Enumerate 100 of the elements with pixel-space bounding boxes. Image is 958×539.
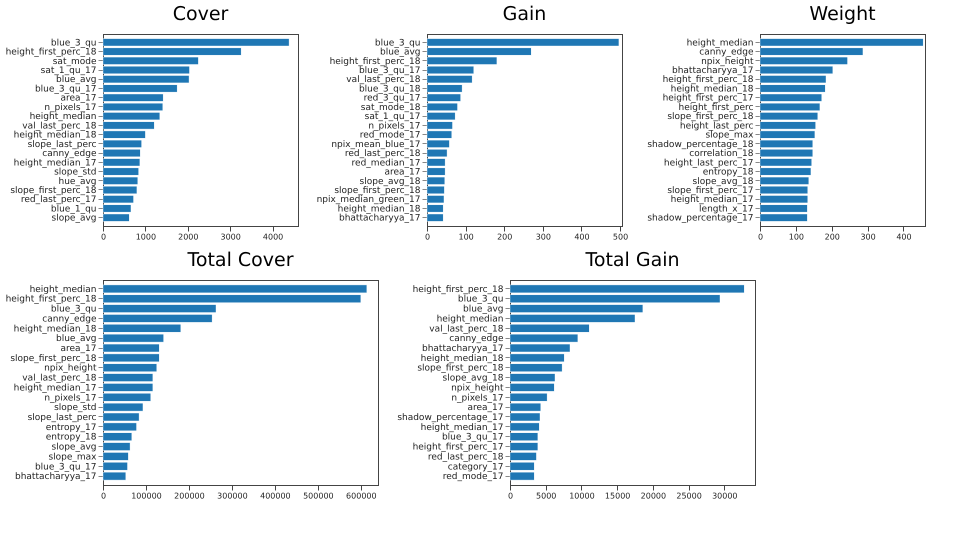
y-tick-label: slope_last_perc [28,412,97,423]
y-tick-label: blue_avg [56,334,96,344]
chart-title: Cover [172,3,229,25]
y-tick-label: area_17 [384,168,420,178]
x-tick-label: 30000 [712,492,738,500]
y-tick-label: bhattacharyya_17 [422,344,504,354]
y-tick-label: npix_height [451,383,504,394]
x-tick-label: 10000 [569,492,595,500]
chart-title: Gain [502,3,546,25]
y-tick-label: height_last_perc_17 [664,158,754,168]
y-tick-label: height_median [30,112,96,122]
y-tick-label: blue_3_qu_17 [442,432,504,443]
x-tick-label: 200000 [174,492,205,500]
y-tick-label: blue_3_qu_18 [358,84,421,94]
y-tick-label: npix_median_green_17 [316,195,420,206]
x-tick-label: 3000 [220,232,241,242]
y-tick-label: npix_height [44,364,97,374]
chart-title: Total Gain [584,249,680,271]
x-tick-label: 100 [458,232,474,242]
y-tick-label: height_first_perc_18 [6,294,97,305]
y-tick-label: red_last_perc_17 [20,195,96,206]
y-tick-label: canny_edge [699,48,754,58]
y-tick-label: length_x_17 [699,204,754,214]
y-tick-label: blue_3_qu [50,304,96,315]
x-tick-label: 0 [508,492,514,500]
y-tick-label: npix_mean_blue_17 [331,140,420,150]
y-tick-label: val_last_perc_18 [22,121,97,132]
y-tick-label: entropy_18 [702,168,754,178]
y-tick-label: shadow_percentage_18 [647,140,754,150]
y-tick-label: height_median_17 [14,158,96,168]
x-tick-label: 300000 [217,492,248,500]
y-tick-label: height_median_17 [670,195,754,206]
y-tick-label: height_median [686,38,754,48]
x-tick-label: 5000 [536,492,556,500]
y-tick-label: blue_3_qu [50,38,96,48]
y-tick-label: red_last_perc_18 [344,149,421,160]
y-tick-label: slope_avg_18 [442,374,504,384]
x-tick-label: 500000 [303,492,334,500]
y-tick-label: n_pixels_17 [368,121,420,132]
y-tick-label: slope_avg [52,214,96,224]
y-tick-label: slope_last_perc [28,140,97,150]
y-tick-label: height_first_perc_17 [412,442,504,453]
x-tick-label: 400000 [260,492,291,500]
y-tick-label: red_mode_17 [360,130,420,141]
x-tick-label: 0 [100,232,106,242]
y-tick-label: sat_mode_18 [360,102,421,113]
x-tick-label: 400 [574,232,590,242]
y-tick-label: height_median_18 [14,130,97,141]
y-tick-label: slope_first_perc_18 [417,364,504,374]
y-tick-label: sat_1_qu_17 [364,112,420,122]
y-tick-label: height_median [436,314,504,324]
y-tick-label: height_first_perc_18 [412,284,504,295]
y-tick-label: blue_avg [56,75,96,86]
x-tick-label: 500 [612,232,628,242]
x-tick-label: 300 [536,232,551,242]
y-tick-label: slope_max [48,452,98,462]
y-tick-label: slope_first_perc_18 [667,112,754,122]
y-tick-label: height_median_17 [14,383,96,394]
y-tick-label: red_last_perc_18 [428,452,504,462]
y-tick-label: bhattacharyya_17 [339,214,420,224]
chart-title: Total Cover [186,249,294,271]
y-tick-label: entropy_17 [46,422,96,433]
y-tick-label: slope_avg [52,442,96,453]
x-tick-label: 0 [424,232,430,242]
y-tick-label: height_last_perc [680,121,754,132]
x-tick-label: 0 [100,492,106,500]
x-tick-label: 0 [758,232,764,242]
y-tick-label: entropy_18 [46,432,97,443]
y-tick-label: height_first_perc_18 [662,75,754,86]
y-tick-label: bhattacharyya_17 [15,472,96,482]
x-tick-label: 300 [860,232,876,242]
x-tick-label: 100000 [131,492,162,500]
y-tick-label: area_17 [467,403,504,414]
y-tick-label: height_median_18 [670,84,754,94]
y-tick-label: height_first_perc [678,102,754,113]
y-tick-label: red_median_17 [352,158,420,168]
y-tick-label: n_pixels_17 [451,393,504,404]
y-tick-label: val_last_perc_18 [346,75,421,86]
y-tick-label: slope_first_perc_18 [10,186,97,196]
y-tick-label: area_17 [60,94,96,104]
y-tick-label: slope_std [54,168,96,178]
y-tick-label: slope_std [54,403,96,414]
y-tick-label: blue_avg [462,304,504,315]
y-tick-label: red_3_qu_17 [364,94,420,104]
y-tick-label: height_first_perc_18 [6,48,97,58]
y-tick-label: red_mode_17 [442,472,504,482]
x-tick-label: 25000 [676,492,702,500]
y-tick-label: height_first_perc_17 [662,94,754,104]
y-tick-label: n_pixels_17 [44,393,96,404]
y-tick-label: height_first_perc_18 [330,56,421,67]
chart-title: Weight [809,3,876,25]
y-tick-label: height_median_18 [14,324,97,334]
x-tick-label: 600000 [346,492,377,500]
x-tick-label: 400 [896,232,912,242]
x-tick-label: 200 [497,232,512,242]
y-tick-label: height_median_18 [338,204,421,214]
y-tick-label: blue_avg [380,48,420,58]
y-tick-label: slope_first_perc_17 [667,186,754,196]
y-tick-label: n_pixels_17 [44,102,96,113]
y-tick-label: blue_3_qu_17 [358,66,420,76]
